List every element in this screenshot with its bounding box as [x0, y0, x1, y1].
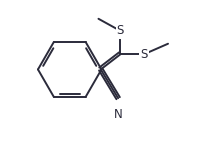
Text: N: N: [114, 107, 123, 121]
Text: S: S: [117, 24, 124, 37]
Text: N: N: [114, 105, 123, 118]
Text: S: S: [140, 48, 147, 61]
